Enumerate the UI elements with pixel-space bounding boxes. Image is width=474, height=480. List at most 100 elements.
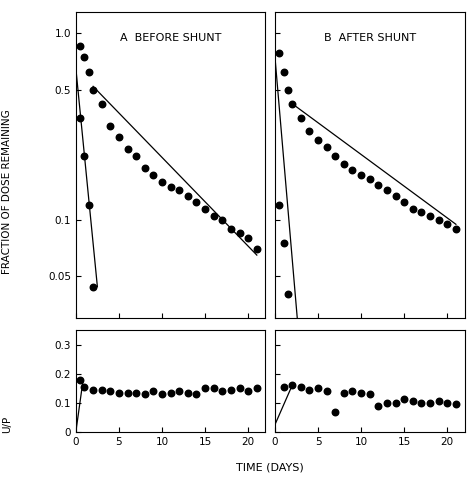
Point [158, 178, 166, 186]
Point [253, 384, 261, 392]
Point [167, 183, 174, 191]
Point [184, 389, 191, 396]
Point [76, 376, 84, 384]
Point [141, 390, 148, 398]
Point [331, 408, 339, 416]
Point [401, 198, 408, 206]
Point [85, 202, 92, 209]
Point [426, 399, 434, 407]
Point [76, 115, 84, 122]
Point [193, 390, 201, 398]
Point [401, 395, 408, 402]
Point [201, 384, 209, 392]
Point [418, 399, 425, 407]
Text: U/P: U/P [2, 416, 12, 433]
Point [323, 387, 330, 395]
Point [297, 115, 305, 122]
Point [227, 225, 235, 232]
Point [280, 383, 287, 391]
Point [409, 397, 417, 405]
Point [314, 136, 322, 144]
Point [383, 186, 391, 194]
Point [366, 390, 374, 398]
Point [219, 387, 226, 395]
Point [98, 100, 106, 108]
Point [236, 384, 243, 392]
Text: FRACTION OF DOSE REMAINING: FRACTION OF DOSE REMAINING [2, 109, 12, 275]
Point [124, 389, 131, 396]
Point [89, 386, 97, 394]
Point [236, 229, 243, 237]
Point [288, 382, 296, 389]
Point [193, 198, 201, 206]
Point [418, 208, 425, 216]
Point [210, 384, 218, 392]
Point [392, 399, 400, 407]
Text: A  BEFORE SHUNT: A BEFORE SHUNT [120, 34, 221, 43]
Point [297, 383, 305, 391]
Point [219, 216, 226, 224]
Point [426, 212, 434, 220]
Point [435, 216, 442, 224]
Point [107, 122, 114, 130]
Point [349, 167, 356, 174]
Point [392, 192, 400, 200]
Point [184, 192, 191, 200]
Point [452, 400, 460, 408]
Point [374, 402, 382, 409]
Point [349, 387, 356, 395]
Point [366, 176, 374, 183]
Point [288, 329, 296, 336]
Point [275, 49, 283, 57]
Point [280, 240, 287, 247]
Point [150, 171, 157, 179]
Point [357, 389, 365, 396]
Point [340, 160, 347, 168]
Point [132, 152, 140, 160]
Point [175, 387, 183, 395]
Point [98, 386, 106, 394]
Point [323, 144, 330, 151]
Point [245, 387, 252, 395]
Point [340, 389, 347, 396]
Point [374, 181, 382, 189]
Point [444, 399, 451, 407]
Point [210, 212, 218, 220]
Point [115, 133, 123, 141]
Point [280, 68, 287, 76]
Point [292, 355, 300, 363]
Point [435, 397, 442, 405]
Point [253, 245, 261, 253]
Point [444, 220, 451, 228]
Point [167, 389, 174, 396]
Point [306, 386, 313, 394]
Point [288, 100, 296, 108]
Point [284, 86, 292, 94]
Point [245, 234, 252, 242]
Point [81, 383, 88, 391]
Point [107, 387, 114, 395]
Point [76, 43, 84, 50]
Point [81, 53, 88, 60]
Point [115, 389, 123, 396]
Point [85, 68, 92, 76]
Point [175, 186, 183, 194]
Point [314, 384, 322, 392]
Point [158, 390, 166, 398]
Point [409, 205, 417, 213]
Point [150, 387, 157, 395]
Point [132, 389, 140, 396]
Point [275, 202, 283, 209]
Point [452, 225, 460, 232]
Point [331, 152, 339, 160]
Point [124, 145, 131, 153]
Text: TIME (DAYS): TIME (DAYS) [237, 463, 304, 473]
Point [306, 127, 313, 135]
Point [81, 152, 88, 160]
Point [201, 205, 209, 213]
Point [141, 164, 148, 172]
Text: B  AFTER SHUNT: B AFTER SHUNT [324, 34, 416, 43]
Point [227, 386, 235, 394]
Point [357, 171, 365, 179]
Point [89, 86, 97, 94]
